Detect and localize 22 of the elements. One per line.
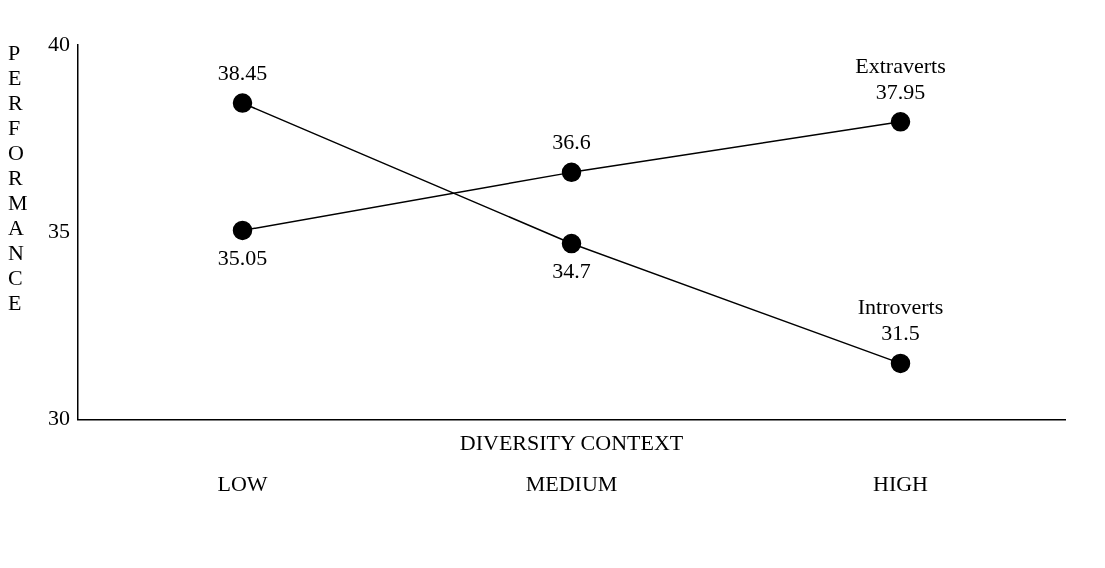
- point: [561, 233, 582, 254]
- series-label: Introverts: [857, 294, 944, 320]
- x-axis-title: DIVERSITY CONTEXT: [459, 430, 684, 456]
- point: [561, 162, 582, 183]
- x-tick-label: LOW: [217, 470, 268, 496]
- point: [890, 353, 911, 374]
- y-tick-label: 35: [48, 218, 70, 244]
- y-tick-label: 30: [48, 405, 70, 431]
- x-tick-label: MEDIUM: [525, 470, 618, 496]
- text: PERFORMANCE: [8, 40, 28, 315]
- data-label: 34.7: [552, 258, 591, 284]
- data-label: 31.5: [881, 320, 920, 346]
- point: [232, 220, 253, 241]
- data-label: 35.05: [217, 245, 268, 271]
- text: Extraverts: [855, 52, 946, 78]
- point: [890, 112, 911, 132]
- x-tick-label: HIGH: [873, 470, 929, 496]
- y-tick-label: 40: [48, 30, 70, 56]
- point: [232, 93, 253, 113]
- data-label: 38.45: [217, 59, 268, 85]
- data-label: 36.6: [552, 129, 591, 155]
- data-label: 37.95: [875, 78, 926, 104]
